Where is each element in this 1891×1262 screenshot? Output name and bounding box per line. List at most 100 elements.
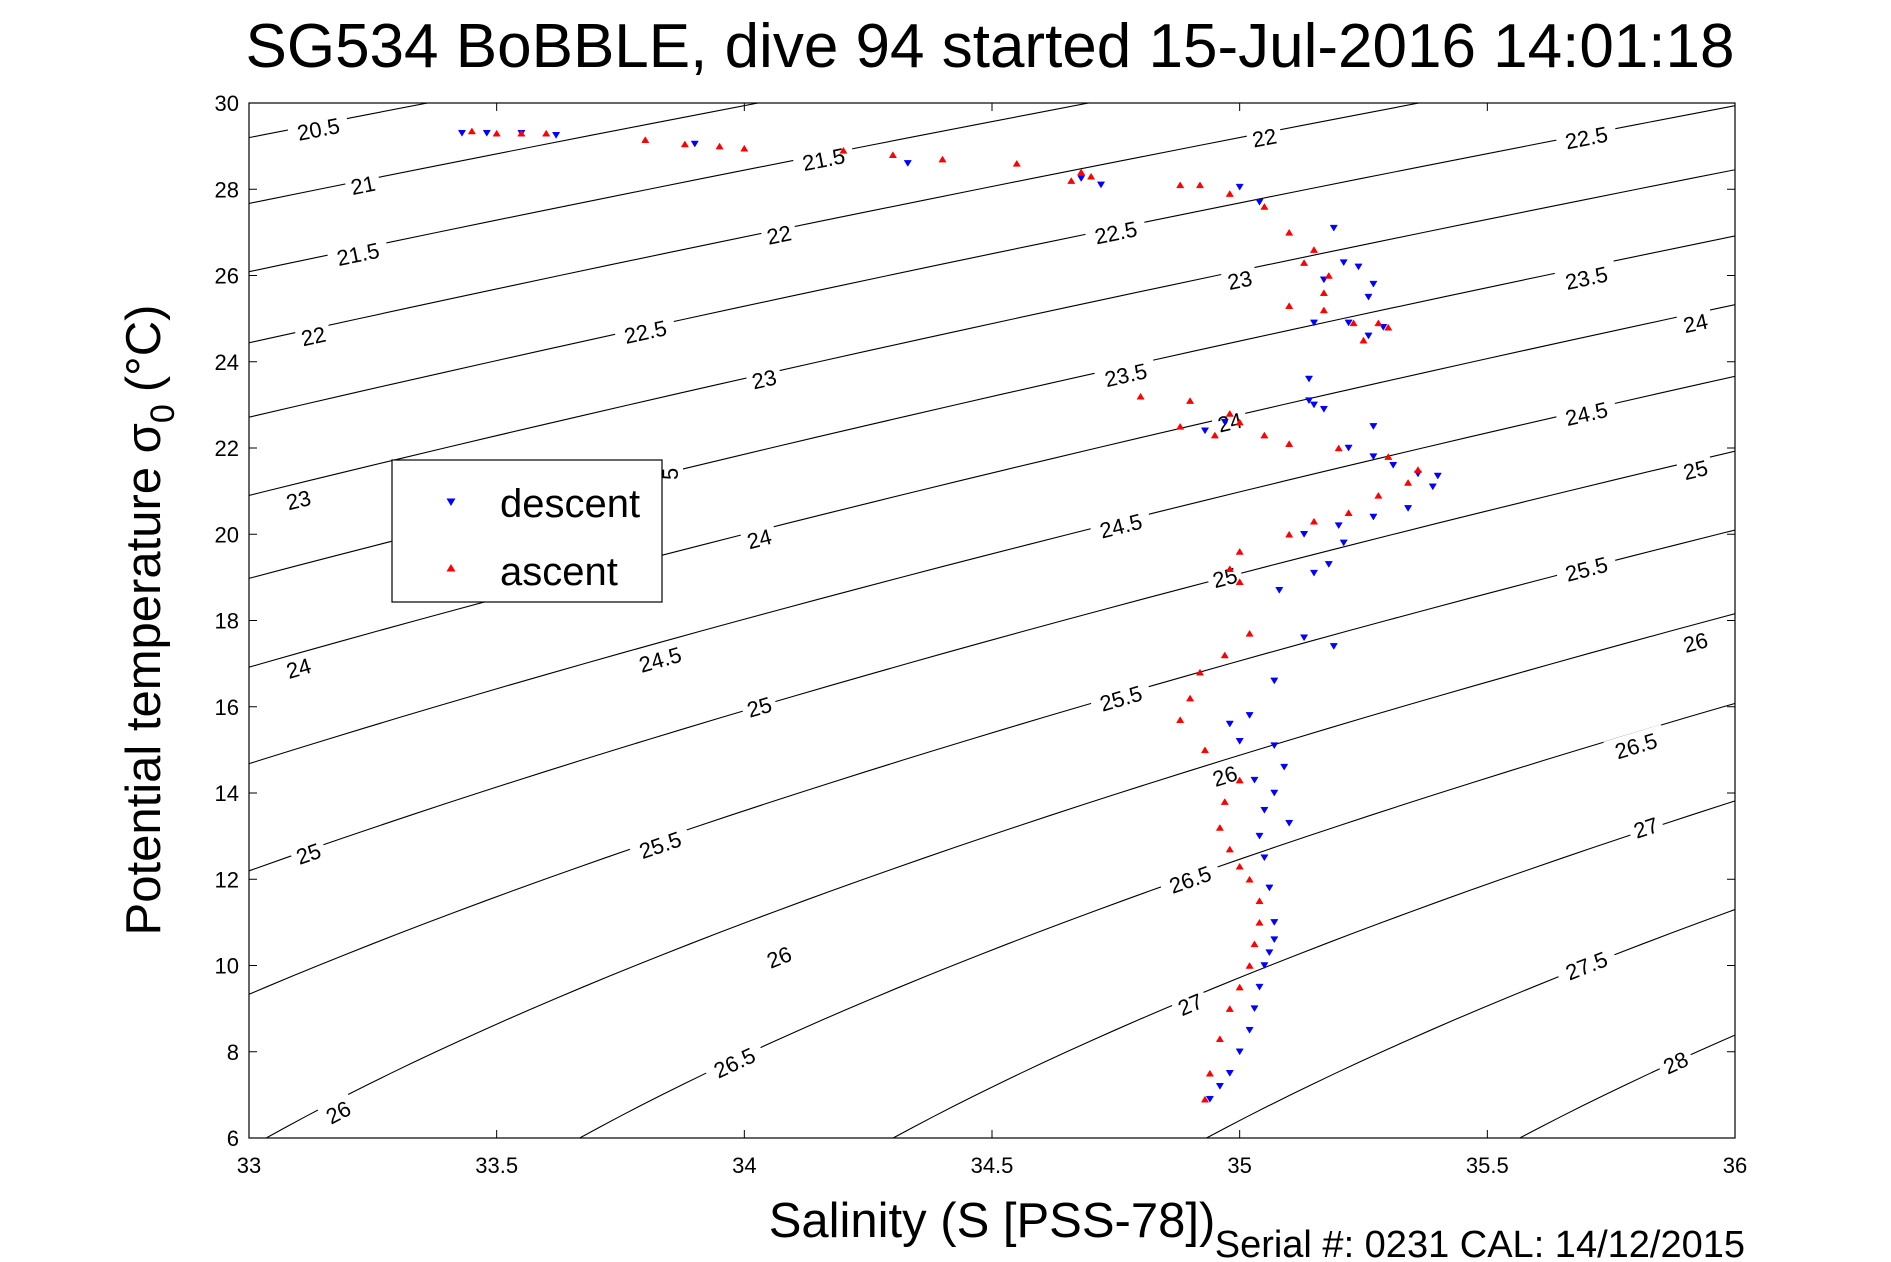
density-contour-label: 26 [1675, 625, 1716, 660]
contour-label-background [739, 521, 779, 556]
density-contour-label: 25 [1675, 453, 1715, 487]
ascent-point [839, 146, 848, 154]
contour-label-background [1169, 985, 1211, 1023]
descent-point [1260, 854, 1269, 862]
descent-point [552, 132, 561, 139]
ascent-point [492, 129, 501, 137]
descent-point [1270, 789, 1279, 797]
legend-marker-ascent [446, 564, 456, 572]
contour-label-background [1204, 758, 1245, 794]
chart-title: SG534 BoBBLE, dive 94 started 15-Jul-201… [246, 12, 1735, 81]
ascent-point [1374, 491, 1383, 499]
ascent-point [1067, 177, 1076, 184]
descent-point [1344, 319, 1353, 327]
y-tick-label: 16 [215, 695, 239, 720]
descent-point [1428, 483, 1437, 491]
descent-point [1339, 259, 1348, 267]
contour-label-background [739, 689, 780, 725]
contour-label-background [343, 168, 383, 202]
descent-point [1369, 280, 1378, 288]
ascent-point [1260, 203, 1269, 210]
ascent-point [1186, 694, 1195, 702]
data-points [457, 127, 1442, 1103]
descent-point [1309, 401, 1319, 409]
x-tick-label: 34.5 [971, 1153, 1014, 1178]
contour-label-text: 25 [1210, 563, 1240, 593]
density-contour-line [249, 105, 1735, 418]
density-contour-line [249, 235, 1735, 579]
descent-point [1300, 634, 1309, 642]
descent-point [1235, 183, 1244, 191]
ascent-point [1245, 962, 1254, 969]
descent-point [1344, 444, 1353, 452]
y-tick-label: 24 [215, 350, 239, 375]
density-contour-labels: 20.52121.5222324252621.52222.52352424.52… [278, 110, 1716, 1132]
contour-label-text: 22 [299, 322, 328, 352]
ascent-point [715, 142, 724, 150]
descent-point [1235, 738, 1244, 745]
contour-label-background [1205, 560, 1245, 595]
ascent-point [1220, 798, 1229, 805]
ascent-point [1413, 466, 1423, 473]
ascent-point [1384, 453, 1393, 460]
ascent-point [1225, 410, 1234, 417]
contour-label-text: 22 [1250, 123, 1279, 152]
density-contour-label: 23 [1220, 263, 1260, 297]
serial-cal-footer: Serial #: 0231 CAL: 14/12/2015 [1215, 1224, 1745, 1262]
ascent-point [1176, 422, 1185, 430]
contour-label-background [288, 835, 329, 872]
y-axis-label-main: Potential temperature σ [117, 423, 171, 935]
descent-point [1235, 1048, 1244, 1056]
x-axis-ticks: 33 33.5 34 34.5 35 35.5 36 [237, 103, 1747, 1178]
ascent-point [1225, 565, 1234, 573]
contour-label-text: 21 [349, 171, 378, 200]
ascent-point [1136, 392, 1145, 400]
descent-point [690, 140, 699, 148]
ascent-point [1344, 509, 1353, 516]
density-contour-line [249, 304, 1735, 668]
descent-point [1200, 427, 1210, 435]
contour-label-text: 5 [658, 468, 683, 480]
y-axis-label-unit: (°C) [117, 305, 171, 393]
density-contour-line [578, 702, 1735, 1138]
contour-label-text: 23 [284, 485, 314, 515]
contour-label-background [701, 1037, 768, 1088]
contour-label-background [1554, 394, 1619, 433]
contour-label-background [1210, 405, 1250, 439]
ascent-point [1235, 548, 1244, 555]
legend-marker-descent [446, 498, 456, 506]
descent-point [1304, 375, 1314, 383]
density-contour-label: 22 [1245, 121, 1284, 154]
y-tick-label: 12 [215, 867, 239, 892]
ascent-point [888, 151, 897, 158]
y-axis-label: Potential temperature σ0 (°C) [117, 305, 182, 936]
contour-label-background [1554, 119, 1619, 156]
ascent-point [1215, 824, 1224, 831]
ascent-point [1255, 918, 1264, 926]
density-contour-line [249, 450, 1735, 872]
contour-label-text: 22 [765, 220, 794, 249]
density-contour-line [1205, 908, 1735, 1138]
density-contour-line [249, 103, 1422, 344]
ascent-point [1205, 1069, 1214, 1077]
ascent-point [542, 129, 551, 137]
ascent-point [1334, 444, 1343, 452]
plot-area: 20.52121.5222324252621.52222.52352424.52… [215, 91, 1748, 1178]
descent-point [1309, 569, 1319, 577]
contour-label-background [278, 482, 319, 517]
contour-label-background [657, 463, 683, 485]
density-contour-label: 23.5 [1554, 258, 1619, 297]
contour-label-background [1554, 548, 1619, 589]
density-contour-label: 20.5 [286, 110, 351, 148]
density-contour-label: 24 [739, 521, 779, 556]
contour-label-background [759, 218, 799, 251]
ascent-point [1359, 336, 1368, 344]
density-contour-label: 21.5 [791, 140, 856, 178]
descent-point [1245, 712, 1254, 719]
contour-label-background [744, 362, 784, 396]
descent-point [1265, 884, 1274, 892]
density-contour-label: 22 [759, 218, 799, 251]
y-tick-label: 10 [215, 954, 239, 979]
ascent-point [641, 136, 650, 143]
descent-point [1389, 461, 1398, 469]
